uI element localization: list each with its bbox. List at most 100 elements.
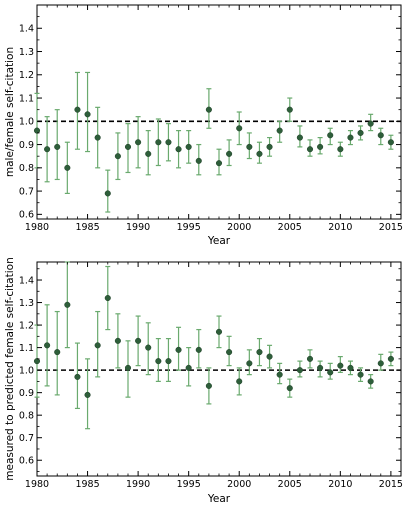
data-point bbox=[226, 150, 233, 157]
data-point bbox=[135, 139, 142, 146]
data-point bbox=[286, 385, 293, 392]
data-point bbox=[195, 346, 202, 353]
data-point bbox=[246, 360, 253, 367]
data-point bbox=[276, 127, 283, 134]
y-tick-label: 1.1 bbox=[19, 93, 34, 104]
data-point bbox=[236, 378, 243, 385]
data-point bbox=[357, 371, 364, 378]
y-tick-label: 0.9 bbox=[19, 388, 34, 399]
x-axis-label: Year bbox=[207, 493, 231, 505]
x-tick-label: 2000 bbox=[227, 222, 251, 233]
x-tick-label: 2005 bbox=[278, 479, 302, 490]
data-point bbox=[33, 358, 41, 365]
x-axis-label: Year bbox=[207, 235, 231, 247]
data-point bbox=[74, 373, 81, 380]
data-point bbox=[64, 164, 71, 171]
data-point bbox=[195, 157, 202, 164]
data-point bbox=[327, 132, 334, 139]
x-tick-label: 1980 bbox=[25, 222, 49, 233]
data-point bbox=[94, 134, 101, 141]
data-point bbox=[114, 153, 121, 160]
data-point bbox=[185, 364, 192, 371]
data-point bbox=[165, 139, 172, 146]
y-tick-label: 1.4 bbox=[19, 24, 34, 35]
data-point bbox=[317, 143, 324, 150]
data-point bbox=[256, 150, 263, 157]
x-tick-label: 1995 bbox=[177, 479, 201, 490]
y-axis-label: measured to predicted female self-citati… bbox=[4, 257, 16, 480]
data-point bbox=[165, 358, 172, 365]
data-point bbox=[246, 143, 253, 150]
data-point bbox=[175, 346, 182, 353]
data-point bbox=[236, 125, 243, 132]
y-tick-label: 1.4 bbox=[19, 275, 34, 286]
y-tick-label: 1.1 bbox=[19, 343, 34, 354]
y-tick-label: 1.3 bbox=[19, 298, 34, 309]
data-point bbox=[145, 150, 152, 157]
data-point bbox=[276, 371, 283, 378]
y-tick-label: 0.6 bbox=[19, 210, 34, 221]
data-point bbox=[317, 364, 324, 371]
x-tick-label: 2015 bbox=[379, 222, 403, 233]
data-point bbox=[266, 143, 273, 150]
data-point bbox=[306, 146, 314, 153]
data-point bbox=[33, 127, 41, 134]
y-tick-label: 0.7 bbox=[19, 186, 34, 197]
data-point bbox=[296, 134, 303, 141]
x-tick-label: 1985 bbox=[75, 222, 99, 233]
data-point bbox=[215, 160, 223, 167]
data-point bbox=[387, 139, 394, 146]
y-ticks: 0.6 0.7 0.8 0.9 1.0 1.1 1.2 1.3 1.4 bbox=[19, 268, 401, 472]
x-ticks: 1980 1985 1990 1995 2000 2005 2010 2015 bbox=[25, 262, 403, 490]
data-point bbox=[337, 362, 344, 369]
data-point bbox=[84, 111, 91, 118]
data-point bbox=[114, 337, 121, 344]
data-point bbox=[337, 146, 344, 153]
data-points bbox=[33, 294, 394, 398]
data-point bbox=[327, 369, 334, 376]
data-point bbox=[286, 106, 293, 113]
x-tick-label: 2000 bbox=[227, 479, 251, 490]
data-points bbox=[33, 106, 394, 197]
data-point bbox=[175, 146, 182, 153]
data-point bbox=[185, 143, 192, 150]
data-point bbox=[377, 132, 384, 139]
x-tick-label: 1985 bbox=[75, 479, 99, 490]
data-point bbox=[44, 342, 51, 349]
data-point bbox=[54, 143, 61, 150]
y-tick-label: 1.0 bbox=[19, 117, 34, 128]
y-tick-label: 0.7 bbox=[19, 433, 34, 444]
data-point bbox=[357, 129, 364, 136]
data-point bbox=[54, 349, 61, 356]
data-point bbox=[124, 143, 132, 150]
data-point bbox=[306, 355, 314, 362]
data-point bbox=[377, 360, 384, 367]
y-ticks: 0.6 0.7 0.8 0.9 1.0 1.1 1.2 1.3 1.4 bbox=[19, 16, 401, 221]
y-tick-label: 1.2 bbox=[19, 320, 34, 331]
data-point bbox=[215, 328, 223, 335]
y-tick-label: 1.0 bbox=[19, 365, 34, 376]
y-tick-label: 0.8 bbox=[19, 410, 34, 421]
x-tick-label: 1980 bbox=[25, 479, 49, 490]
data-point bbox=[44, 146, 51, 153]
chart-panel-bottom: 1980 1985 1990 1995 2000 2005 2010 2015 0.60.70… bbox=[4, 257, 403, 505]
y-tick-label: 0.6 bbox=[19, 456, 34, 467]
x-tick-label: 2010 bbox=[328, 222, 352, 233]
data-point bbox=[74, 106, 81, 113]
data-point bbox=[124, 364, 132, 371]
y-axis-label: male/female self-citation bbox=[4, 47, 16, 177]
data-point bbox=[367, 378, 374, 385]
data-point bbox=[226, 349, 233, 356]
data-point bbox=[155, 139, 162, 146]
data-point bbox=[64, 301, 71, 308]
data-point bbox=[94, 342, 101, 349]
data-point bbox=[104, 294, 111, 302]
chart-panel-top: 1980 1985 1990 1995 2000 2005 2010 2015 0.60.70… bbox=[4, 4, 403, 247]
x-tick-label: 2010 bbox=[328, 479, 352, 490]
x-tick-label: 1995 bbox=[177, 222, 201, 233]
data-point bbox=[347, 134, 354, 141]
data-point bbox=[84, 391, 91, 398]
data-point bbox=[256, 349, 263, 356]
x-ticks: 1980 1985 1990 1995 2000 2005 2010 2015 bbox=[25, 5, 403, 233]
